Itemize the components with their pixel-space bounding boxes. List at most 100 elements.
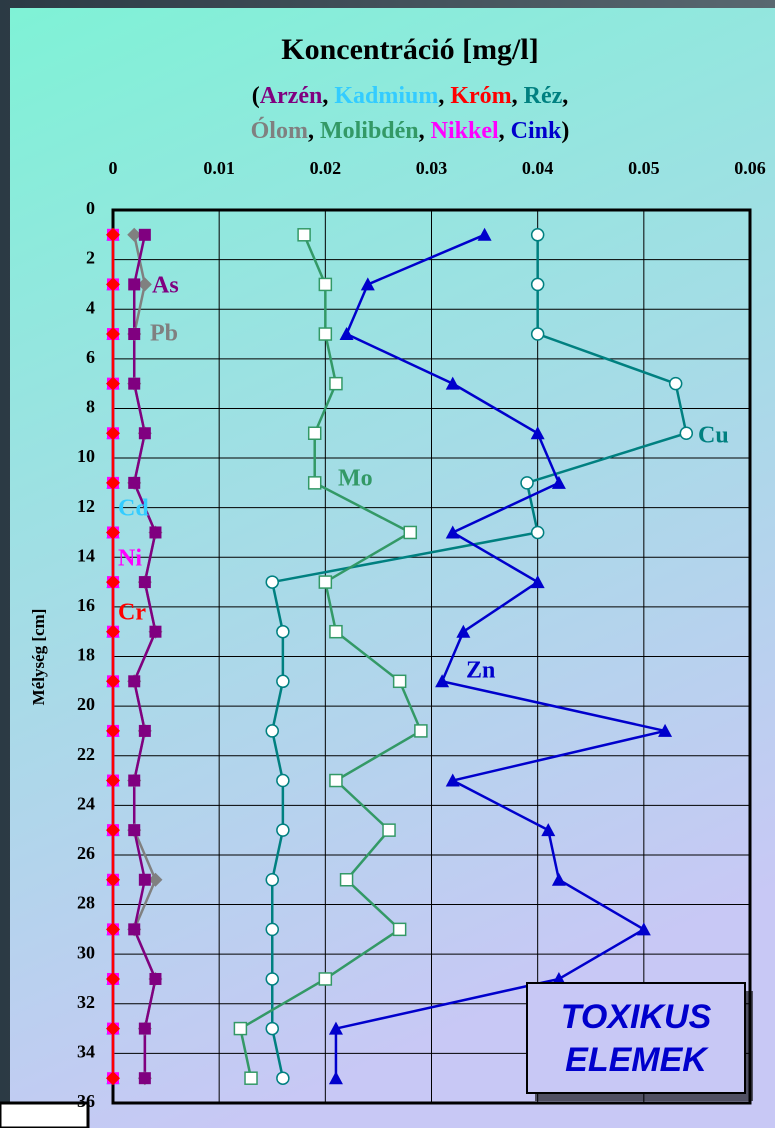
subtitle-part: , — [438, 83, 450, 109]
subtitle-part: Kadmium — [334, 83, 438, 109]
annotation-box — [526, 982, 746, 1094]
data-point — [265, 922, 279, 937]
data-point — [551, 971, 566, 985]
data-point — [477, 227, 492, 241]
data-point — [128, 278, 141, 291]
x-tick-label: 0.05 — [628, 158, 660, 178]
data-point — [265, 972, 279, 986]
data-point — [530, 575, 545, 589]
y-tick-label: 4 — [86, 297, 95, 317]
data-point — [265, 1021, 279, 1036]
chart-subtitle: (Arzén, Kadmium, Króm, Réz, — [252, 83, 569, 109]
y-tick-label: 10 — [77, 446, 95, 466]
data-point — [106, 773, 120, 788]
y-tick-label: 8 — [86, 397, 95, 417]
data-point — [106, 922, 120, 937]
data-point — [445, 525, 460, 539]
data-point — [128, 675, 141, 688]
data-point — [149, 526, 162, 539]
chart-subtitle: Ólom, Molibdén, Nikkel, Cink) — [251, 117, 570, 144]
data-point — [339, 873, 354, 887]
series-label: As — [152, 273, 179, 299]
data-point — [392, 674, 407, 689]
data-point — [106, 525, 120, 540]
data-point — [530, 525, 545, 540]
y-tick-label: 0 — [86, 198, 95, 218]
data-point — [106, 575, 120, 590]
data-point — [392, 922, 407, 937]
data-point — [106, 475, 120, 490]
data-point — [360, 277, 375, 291]
data-point — [106, 1071, 120, 1086]
annotation: ELEMEK — [565, 1041, 709, 1079]
data-point — [456, 624, 471, 638]
series-label: Cr — [118, 600, 146, 626]
y-tick-label: 26 — [77, 843, 95, 863]
data-point — [128, 774, 141, 787]
data-point — [435, 674, 450, 688]
data-point — [445, 376, 460, 390]
subtitle-part: , — [562, 83, 568, 109]
data-point — [403, 525, 418, 540]
subtitle-part: , — [512, 83, 524, 109]
data-point — [276, 674, 290, 689]
y-tick-label: 32 — [77, 992, 95, 1012]
subtitle-part: , — [308, 118, 320, 144]
series-label: Cu — [698, 423, 729, 449]
data-point — [668, 376, 683, 391]
chart-title: Koncentráció [mg/l] — [281, 33, 538, 66]
y-tick-label: 18 — [77, 645, 95, 665]
data-point — [106, 426, 120, 441]
data-point — [106, 971, 120, 986]
data-point — [530, 327, 545, 341]
data-point — [318, 277, 333, 292]
data-point — [149, 625, 162, 638]
data-point — [138, 1072, 151, 1085]
corner-box — [0, 1101, 90, 1128]
data-point — [128, 328, 141, 341]
data-point — [233, 1021, 248, 1036]
data-point — [106, 277, 120, 292]
series-label: Mo — [338, 466, 373, 492]
y-axis-label: Mélység [cm] — [29, 609, 48, 706]
data-point — [106, 227, 120, 242]
subtitle-part: , — [322, 83, 334, 109]
subtitle-part: Réz — [524, 83, 563, 109]
x-tick-label: 0.03 — [416, 158, 448, 178]
data-point — [265, 575, 279, 589]
series-line — [238, 234, 423, 1079]
data-point — [307, 476, 322, 490]
subtitle-part: , — [419, 118, 431, 144]
y-tick-label: 12 — [77, 496, 95, 516]
data-point — [106, 674, 120, 689]
subtitle-part: Cink — [511, 118, 562, 144]
x-tick-label: 0.02 — [310, 158, 342, 178]
data-point — [265, 724, 279, 738]
data-point — [138, 1022, 151, 1035]
y-tick-label: 30 — [77, 942, 95, 962]
data-point — [244, 1071, 258, 1085]
subtitle-part: Ólom — [251, 117, 308, 144]
data-point — [106, 327, 120, 342]
data-point — [328, 1021, 343, 1035]
subtitle-part: ) — [561, 118, 569, 144]
y-tick-label: 14 — [77, 545, 95, 565]
subtitle-part: Nikkel — [431, 118, 499, 144]
series-line — [270, 234, 688, 1079]
data-point — [520, 476, 534, 490]
y-tick-label: 28 — [77, 893, 95, 913]
data-point — [445, 773, 460, 787]
data-point — [106, 823, 120, 838]
data-point — [106, 376, 120, 391]
series-line — [132, 234, 157, 1079]
data-point — [138, 724, 151, 737]
series-label: Cd — [118, 496, 149, 522]
data-point — [382, 823, 396, 837]
series-label: Pb — [150, 321, 178, 347]
y-tick-label: 34 — [77, 1042, 95, 1062]
y-tick-label: 22 — [77, 744, 95, 764]
data-point — [276, 1071, 290, 1085]
y-tick-label: 2 — [86, 248, 95, 268]
subtitle-part: Molibdén — [320, 118, 419, 144]
data-point — [318, 327, 333, 341]
